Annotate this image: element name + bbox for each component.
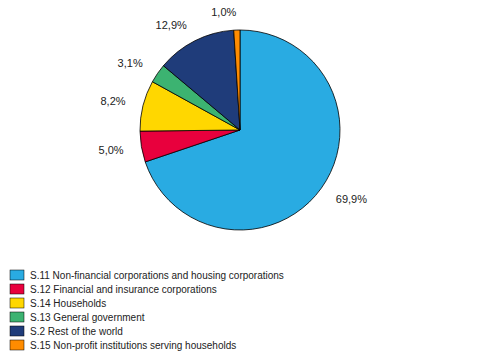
legend-label: S.11 Non-financial corporations and hous… bbox=[30, 270, 284, 281]
data-label: 5,0% bbox=[99, 144, 124, 156]
pie-slice bbox=[234, 30, 240, 130]
legend-swatch bbox=[10, 312, 24, 322]
legend-swatch bbox=[10, 326, 24, 336]
legend-label: S.12 Financial and insurance corporation… bbox=[30, 284, 217, 295]
data-labels: 69,9% 5,0% 8,2% 3,1% 12,9% 1,0% bbox=[99, 6, 368, 205]
legend-swatch bbox=[10, 284, 24, 294]
chart: 69,9% 5,0% 8,2% 3,1% 12,9% 1,0% S.11 Non-finan… bbox=[0, 0, 480, 360]
chart-container: 69,9% 5,0% 8,2% 3,1% 12,9% 1,0% S.11 Non-finan… bbox=[0, 0, 480, 360]
pie-slices bbox=[140, 30, 340, 230]
legend-swatch bbox=[10, 340, 24, 350]
pie-slice bbox=[163, 30, 240, 130]
pie-slice bbox=[140, 130, 240, 162]
legend-label: S.14 Households bbox=[30, 298, 106, 309]
legend-swatch bbox=[10, 270, 24, 280]
data-label: 8,2% bbox=[100, 95, 125, 107]
data-label: 3,1% bbox=[118, 57, 143, 69]
legend: S.11 Non-financial corporations and hous… bbox=[10, 270, 284, 351]
legend-label: S.2 Rest of the world bbox=[30, 326, 123, 337]
data-label: 1,0% bbox=[211, 6, 236, 18]
data-label: 69,9% bbox=[336, 193, 367, 205]
legend-swatch bbox=[10, 298, 24, 308]
legend-label: S.15 Non-profit institutions serving hou… bbox=[30, 340, 236, 351]
legend-label: S.13 General government bbox=[30, 312, 145, 323]
data-label: 12,9% bbox=[156, 19, 187, 31]
